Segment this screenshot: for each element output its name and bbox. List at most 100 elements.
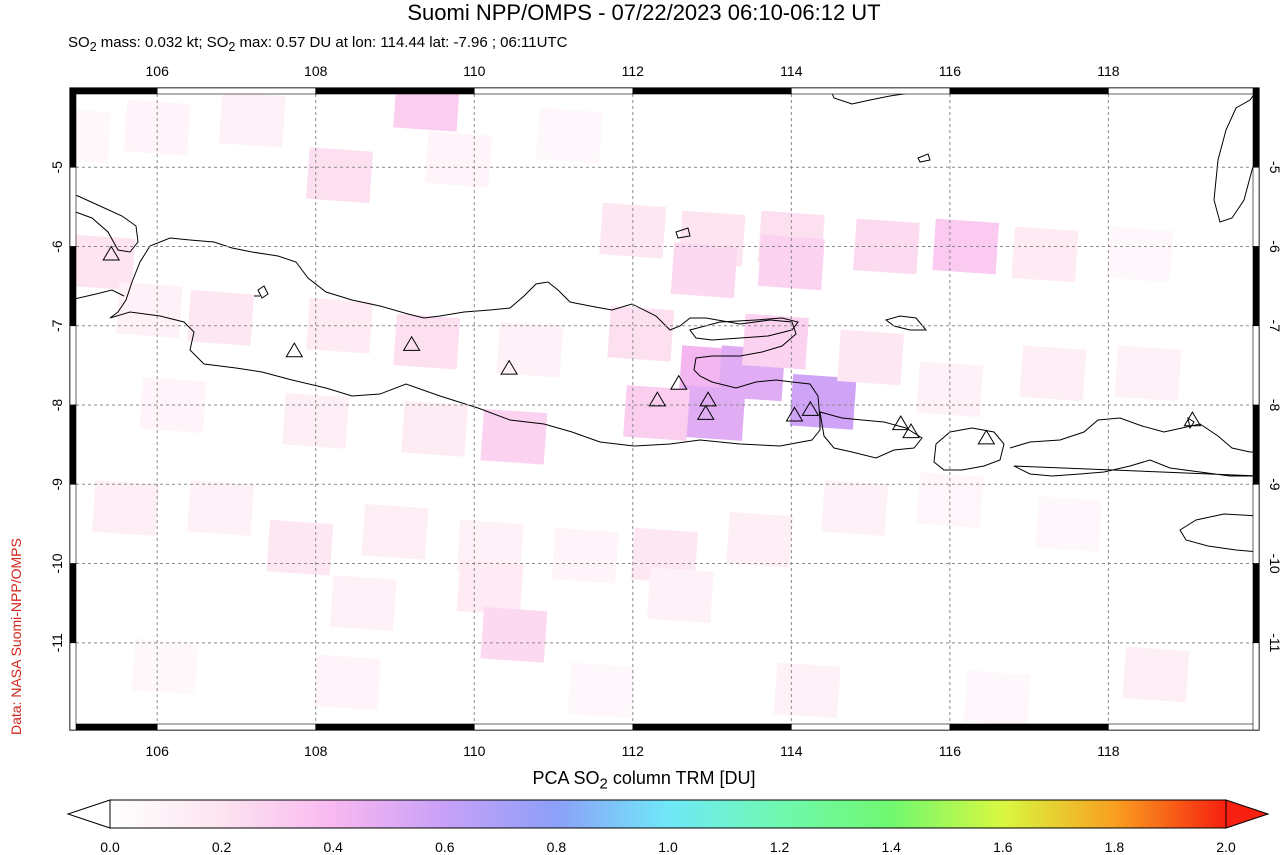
colorbar-label: PCA SO2 column TRM [DU] [0,768,1288,793]
lat-tick-label-right: -8 [1267,399,1283,412]
colorbar-tick-label: 1.0 [658,839,678,855]
edge-bar-bottom [156,723,317,731]
edge-bar-left [69,563,77,644]
edge-bar-left [69,246,77,327]
lon-tick-label-bottom: 108 [304,743,328,759]
axis-tick-labels: 106 106 108 108 110 110 112 112 114 114 116 116 118 1… [49,63,1283,759]
edge-bar-bottom [632,723,792,731]
lat-tick-label-right: -7 [1267,320,1283,333]
colorbar-label-rest: column TRM [DU] [607,768,756,788]
so2-summary-mid: mass: 0.032 kt; SO [96,34,229,51]
edge-bar-right [1252,642,1260,731]
colorbar-label-prefix: PCA SO [532,768,600,788]
edge-bar-top [791,87,951,95]
lon-tick-label-top: 108 [304,63,328,79]
so2-cell [187,289,255,346]
coastlines [70,88,1259,553]
coastline-madura [689,317,799,341]
lon-tick-label-bottom: 112 [622,743,645,759]
so2-cell [678,385,746,441]
edge-bar-bottom [315,723,475,731]
so2-cell [742,313,809,370]
colorbar-high-arrow [1225,799,1270,829]
volcano-triangle-icon [402,335,421,351]
volcano-triangle-icon [801,400,820,416]
lat-tick-label-left: -8 [49,399,65,412]
so2-cell [456,559,524,616]
so2-cell [567,662,635,719]
colorbar-low-arrow [66,799,111,829]
colorbar-tick-label: 1.4 [881,839,901,855]
edge-bar-right [1252,483,1260,564]
edge-bar-top [949,87,1109,95]
colorbar-tick-label: 0.4 [323,839,343,855]
colorbar-tick-label: 1.8 [1105,839,1125,855]
edge-bar-right [1252,325,1260,406]
lat-tick-label-right: -6 [1267,240,1283,253]
edge-bar-right [1252,166,1260,247]
coastline-sumba [1179,513,1259,553]
map-edge-bars [69,87,1260,731]
lat-tick-label-right: -5 [1267,161,1283,174]
lat-tick-label-left: -5 [49,161,65,174]
edge-bar-top [315,87,475,95]
so2-cell [1035,496,1103,552]
so2-cell [773,662,841,719]
so2-summary-prefix: SO [68,34,90,51]
so2-cell [1122,646,1190,703]
colorbar-tick-label: 0.6 [435,839,455,855]
so2-cell [424,131,492,188]
so2-cell [401,400,469,457]
so2-cell [361,503,429,560]
so2-cells [70,88,1190,727]
colorbar-body [109,799,1227,829]
edge-bar-left [69,483,77,564]
edge-bar-right [1252,563,1260,644]
colorbar-tick-label: 1.6 [993,839,1013,855]
so2-cell [329,575,397,632]
edge-bar-right [1252,87,1260,168]
colorbar-label-sub: 2 [599,775,608,793]
so2-cell [131,638,199,695]
lon-tick-label-bottom: 114 [780,743,803,759]
edge-bar-left [69,87,77,168]
edge-bar-top [69,87,158,95]
volcano-triangle-icon [785,406,804,422]
so2-cell [670,242,738,299]
map-title: Suomi NPP/OMPS - 07/22/2023 06:10-06:12 … [407,0,881,25]
volcano-triangle-icon [902,422,920,439]
coastline-bali [819,411,923,459]
so2-cell [821,480,889,536]
volcano-triangle-icon [648,391,667,407]
lat-tick-label-left: -10 [49,553,65,573]
so2-cell [480,606,548,663]
edge-bar-top [1108,87,1260,95]
so2-cell [480,408,548,465]
edge-bar-left [69,166,77,247]
so2-cell [266,519,334,576]
so2-cell [551,527,619,584]
so2-cell [916,472,984,529]
coastline-islands [254,153,1195,430]
lon-tick-label-bottom: 106 [146,743,170,759]
edge-bar-top [473,87,634,95]
colorbar-tick-label: 0.8 [547,839,567,855]
lon-tick-label-top: 116 [939,63,962,79]
coastline-lombok [933,427,1005,471]
edge-bar-bottom [791,723,951,731]
so2-cell [963,670,1031,727]
edge-bar-bottom [473,723,634,731]
volcano-markers [102,245,1202,445]
so2-cell [535,107,603,164]
lat-tick-label-left: -11 [49,633,65,652]
so2-cell [393,313,461,370]
lon-tick-label-bottom: 118 [1097,743,1120,759]
so2-cell [70,234,136,291]
lon-tick-label-top: 112 [622,63,645,79]
so2-cell [1106,226,1174,283]
so2-summary: SO2 mass: 0.032 kt; SO2 max: 0.57 DU at … [68,34,567,54]
so2-cell [1011,226,1079,283]
edge-bar-left [69,642,77,731]
so2-cell [1019,345,1087,402]
